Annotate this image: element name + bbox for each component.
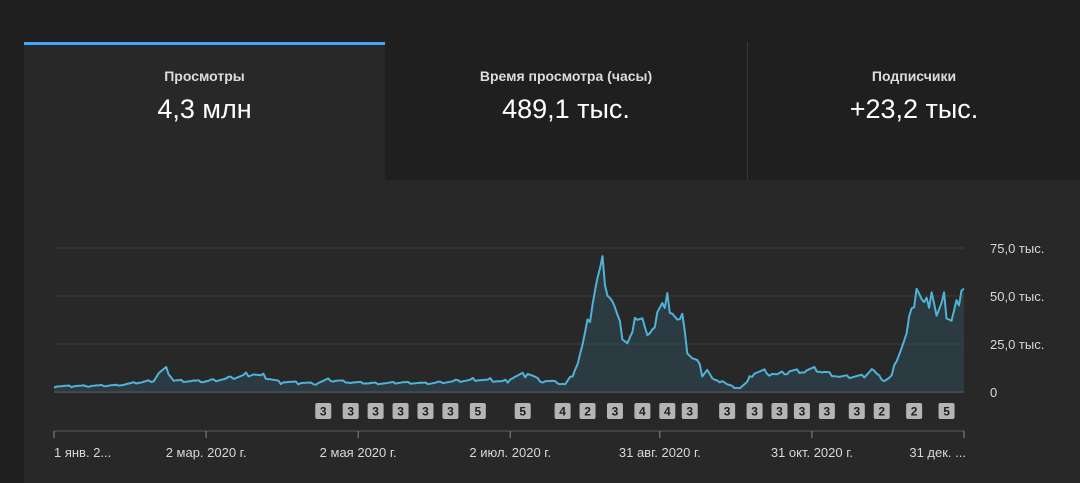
upload-badge[interactable]: 4 — [659, 403, 676, 419]
upload-badge-count: 3 — [751, 405, 758, 419]
upload-badge-bg — [938, 403, 955, 419]
tab-views[interactable]: Просмотры 4,3 млн — [24, 42, 385, 180]
upload-badge-count: 5 — [474, 405, 481, 419]
upload-badge-bg — [392, 403, 409, 419]
upload-badge-count: 3 — [320, 405, 327, 419]
upload-badge[interactable]: 5 — [514, 403, 531, 419]
tab-subscribers-value: +23,2 тыс. — [849, 94, 979, 124]
upload-badge[interactable]: 3 — [315, 403, 332, 419]
upload-badge-bg — [606, 403, 623, 419]
upload-badge-bg — [514, 403, 531, 419]
x-tick-label: 2 июл. 2020 г. — [469, 445, 551, 460]
active-tab-indicator — [24, 42, 385, 45]
upload-badge-count: 3 — [824, 405, 831, 419]
tab-watch-time-value: 489,1 тыс. — [502, 94, 630, 124]
x-tick-label: 2 мая 2020 г. — [320, 445, 397, 460]
y-tick-label: 25,0 тыс. — [990, 337, 1044, 352]
upload-badge[interactable]: 3 — [417, 403, 434, 419]
upload-badge[interactable]: 4 — [634, 403, 651, 419]
upload-badge-bg — [554, 403, 571, 419]
upload-badge-bg — [342, 403, 359, 419]
upload-badge-bg — [793, 403, 810, 419]
upload-badge-bg — [906, 403, 923, 419]
upload-badge-bg — [873, 403, 890, 419]
upload-badge[interactable]: 3 — [442, 403, 459, 419]
upload-badge-bg — [442, 403, 459, 419]
upload-badge-bg — [469, 403, 486, 419]
upload-badge-count: 2 — [584, 405, 591, 419]
upload-badge-count: 4 — [664, 405, 671, 419]
upload-badge[interactable]: 3 — [719, 403, 736, 419]
x-tick-label: 31 авг. 2020 г. — [619, 445, 701, 460]
upload-badge-count: 2 — [878, 405, 885, 419]
x-tick-label: 1 янв. 2... — [54, 445, 111, 460]
tab-watch-time[interactable]: Время просмотра (часы) 489,1 тыс. — [385, 42, 747, 180]
y-tick-label: 50,0 тыс. — [990, 289, 1044, 304]
upload-badge-bg — [818, 403, 835, 419]
tab-subscribers[interactable]: Подписчики +23,2 тыс. — [748, 42, 1080, 180]
metric-tabs: Просмотры 4,3 млн Время просмотра (часы)… — [24, 42, 1080, 180]
upload-badge-bg — [659, 403, 676, 419]
upload-badge-count: 3 — [686, 405, 693, 419]
upload-badge-bg — [579, 403, 596, 419]
upload-badge[interactable]: 3 — [392, 403, 409, 419]
upload-badge[interactable]: 3 — [681, 403, 698, 419]
upload-badge-count: 3 — [372, 405, 379, 419]
upload-badge[interactable]: 3 — [746, 403, 763, 419]
upload-badge-bg — [719, 403, 736, 419]
upload-badge[interactable]: 3 — [793, 403, 810, 419]
upload-badge-bg — [417, 403, 434, 419]
upload-badge-count: 3 — [397, 405, 404, 419]
upload-badge[interactable]: 5 — [938, 403, 955, 419]
upload-badge-count: 3 — [422, 405, 429, 419]
upload-badge-count: 3 — [347, 405, 354, 419]
upload-badge[interactable]: 3 — [818, 403, 835, 419]
upload-badge-count: 5 — [519, 405, 526, 419]
upload-badge-bg — [681, 403, 698, 419]
upload-badge[interactable]: 3 — [367, 403, 384, 419]
upload-badge[interactable]: 3 — [606, 403, 623, 419]
y-tick-label: 75,0 тыс. — [990, 241, 1044, 256]
views-area — [54, 256, 964, 392]
upload-badge[interactable]: 3 — [848, 403, 865, 419]
upload-badge-bg — [771, 403, 788, 419]
x-tick-label: 31 дек. ... — [909, 445, 966, 460]
upload-badge[interactable]: 2 — [579, 403, 596, 419]
upload-badge-count: 2 — [911, 405, 918, 419]
upload-badge-count: 3 — [776, 405, 783, 419]
upload-badge-bg — [746, 403, 763, 419]
tab-views-value: 4,3 млн — [157, 94, 252, 124]
tab-subscribers-label: Подписчики — [871, 68, 957, 84]
upload-badge[interactable]: 3 — [342, 403, 359, 419]
tab-views-label: Просмотры — [164, 68, 245, 84]
upload-badge-bg — [634, 403, 651, 419]
upload-badge-count: 3 — [724, 405, 731, 419]
upload-badge[interactable]: 3 — [771, 403, 788, 419]
upload-badge-count: 3 — [612, 405, 619, 419]
upload-badge-count: 3 — [853, 405, 860, 419]
x-tick-label: 31 окт. 2020 г. — [771, 445, 853, 460]
upload-badge-bg — [367, 403, 384, 419]
upload-badge-count: 5 — [943, 405, 950, 419]
upload-badge[interactable]: 2 — [906, 403, 923, 419]
upload-badge-bg — [315, 403, 332, 419]
y-tick-label: 0 — [990, 385, 997, 400]
x-tick-label: 2 мар. 2020 г. — [166, 445, 247, 460]
views-line — [53, 255, 965, 390]
upload-badge[interactable]: 5 — [469, 403, 486, 419]
tab-divider — [747, 42, 748, 180]
tab-watch-time-label: Время просмотра (часы) — [479, 68, 653, 84]
upload-badge-count: 4 — [639, 405, 646, 419]
upload-badge-bg — [848, 403, 865, 419]
upload-badge[interactable]: 2 — [873, 403, 890, 419]
upload-badge-count: 4 — [559, 405, 566, 419]
upload-badge[interactable]: 4 — [554, 403, 571, 419]
analytics-card: Просмотры 4,3 млн Время просмотра (часы)… — [24, 42, 1080, 483]
upload-badge-count: 3 — [799, 405, 806, 419]
upload-badge-count: 3 — [447, 405, 454, 419]
